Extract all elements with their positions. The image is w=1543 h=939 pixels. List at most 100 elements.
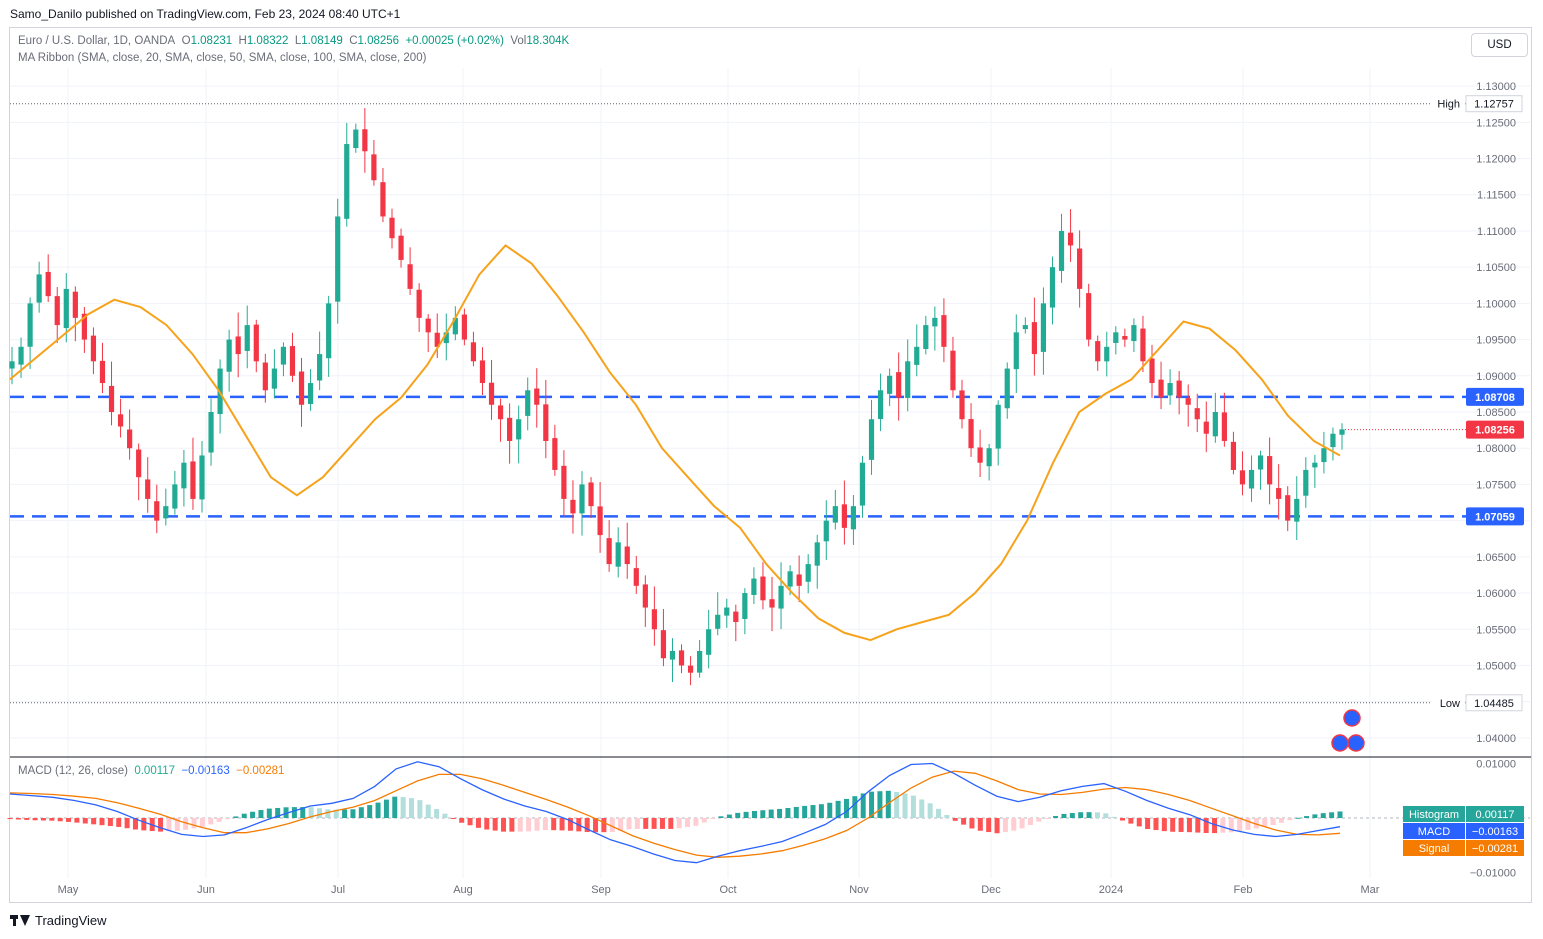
candle-body: [389, 217, 395, 239]
histogram-value: 0.00117: [1476, 809, 1515, 821]
macd-histogram-bar: [342, 809, 348, 818]
candle-body: [1339, 429, 1345, 435]
price-tick-label: 1.09500: [1476, 335, 1516, 347]
candle-body: [633, 568, 639, 586]
macd-histogram-bar: [358, 807, 364, 818]
x-axis-label: Dec: [981, 884, 1001, 896]
sma-line: [9, 244, 1341, 642]
macd-histogram-bar: [350, 809, 356, 818]
macd-histogram-bar: [1295, 817, 1301, 819]
symbol-name[interactable]: Euro / U.S. Dollar, 1D, OANDA: [18, 35, 176, 47]
candle-body: [362, 129, 368, 152]
signal-label-bg: [1403, 840, 1465, 856]
candle-body: [751, 578, 757, 595]
price-tick-label: 1.12500: [1476, 117, 1516, 129]
level-price-label: 1.08708: [1475, 392, 1515, 404]
macd-histogram-bar: [107, 818, 113, 827]
macd-histogram-bar: [693, 818, 699, 826]
macd-histogram-bar: [869, 791, 875, 818]
macd-histogram-bar: [877, 791, 883, 818]
candle-body: [1167, 383, 1173, 396]
macd-histogram-bar: [484, 818, 490, 830]
currency-button[interactable]: USD: [1471, 33, 1528, 57]
candle-body: [54, 296, 60, 326]
price-tick-label: 1.13000: [1476, 81, 1516, 93]
macd-histogram-bar: [609, 818, 615, 832]
macd-histogram-bar: [258, 810, 264, 818]
macd-histogram-bar: [74, 818, 80, 823]
macd-histogram-bar: [1212, 818, 1218, 834]
candle-body: [18, 346, 24, 365]
macd-histogram-bar: [1078, 812, 1084, 818]
macd-histogram-bar: [501, 818, 507, 832]
macd-histogram-bar: [534, 818, 540, 831]
candle-body: [805, 564, 811, 582]
candle-body: [724, 607, 730, 616]
candle-body: [1013, 332, 1019, 370]
candle-body: [1276, 488, 1282, 499]
candle-body: [36, 274, 42, 303]
brand[interactable]: TradingView: [10, 913, 107, 928]
candle-body: [1086, 293, 1092, 340]
macd-histogram-bar: [392, 796, 398, 818]
candle-body: [199, 455, 205, 500]
candle-body: [63, 288, 69, 329]
candle-body: [796, 574, 802, 586]
candle-body: [615, 542, 621, 567]
macd-histogram-bar: [417, 800, 423, 818]
macd-histogram-bar: [283, 807, 289, 818]
macd-histogram-bar: [894, 792, 900, 818]
candle-body: [706, 629, 712, 655]
tradingview-logo-icon: [10, 915, 30, 926]
ma-ribbon-legend[interactable]: MA Ribbon (SMA, close, 20, SMA, close, 5…: [18, 52, 427, 64]
macd-histogram-bar: [275, 807, 281, 818]
macd-histogram-bar: [1278, 818, 1284, 823]
candle-body: [235, 336, 241, 355]
macd-histogram-bar: [743, 811, 749, 818]
candle-body: [1031, 322, 1037, 355]
candle-body: [950, 350, 956, 391]
macd-tick-label: −0.01000: [1470, 868, 1516, 880]
candle-body: [687, 665, 694, 673]
candle-body: [262, 362, 268, 391]
macd-label-bg: [1403, 823, 1465, 839]
x-axis-label: 2024: [1099, 884, 1123, 896]
macd-histogram-bar: [459, 818, 465, 823]
macd-histogram-bar: [400, 797, 406, 818]
candle-body: [90, 335, 97, 362]
candle-body: [127, 429, 133, 449]
macd-histogram-bar: [166, 818, 172, 832]
candle-body: [145, 479, 151, 499]
candle-body: [326, 303, 332, 359]
volume-value: 18.304K: [526, 35, 570, 47]
high-label: H: [238, 35, 247, 47]
macd-histogram-bar: [584, 818, 590, 833]
macd-histogram-bar: [1178, 818, 1184, 832]
price-tick-label: 1.10500: [1476, 262, 1516, 274]
chart-frame: [9, 27, 1532, 903]
macd-histogram-bar: [751, 811, 757, 818]
macd-histogram-bar: [1002, 818, 1008, 832]
candle-body: [778, 585, 784, 609]
macd-histogram-bar: [542, 818, 548, 831]
macd-histogram-bar: [994, 818, 1000, 834]
macd-histogram-bar: [208, 818, 214, 825]
macd-histogram-bar: [526, 818, 532, 832]
candle-body: [859, 462, 866, 506]
macd-histogram-bar: [618, 818, 624, 831]
macd-title: MACD (12, 26, close): [18, 765, 128, 777]
candle-body: [1239, 470, 1246, 485]
candle-body: [787, 571, 793, 587]
candle-body: [1140, 328, 1146, 362]
candle-body: [742, 593, 748, 619]
candle-body: [280, 346, 287, 365]
macd-histogram-bar: [1111, 816, 1117, 818]
macd-histogram-bar: [509, 818, 515, 832]
candle-body: [841, 504, 847, 528]
candle-body: [136, 449, 142, 478]
candle-body: [516, 419, 522, 440]
candle-body: [1321, 448, 1327, 463]
price-tick-label: 1.05000: [1476, 660, 1516, 672]
candle-body: [543, 404, 549, 441]
